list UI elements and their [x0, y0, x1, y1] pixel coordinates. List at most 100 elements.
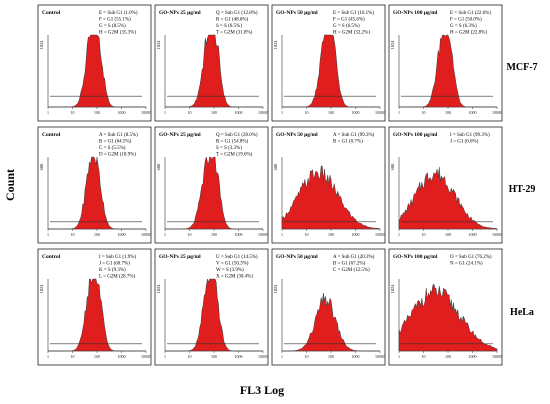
- x-tick-label: 1000: [235, 110, 243, 115]
- x-tick-label: 1: [164, 232, 166, 237]
- y-tick-label: 1024: [390, 40, 395, 50]
- y-axis-label: Count: [3, 169, 17, 201]
- x-tick-label: 100: [211, 110, 217, 115]
- x-tick-label: 10000: [375, 232, 385, 237]
- panel-title: GO-NPs 100 μg/ml: [393, 132, 438, 138]
- legend-entry: E = Sub G1 (1.0%): [99, 11, 138, 16]
- legend-entry: H = G2M (32.2%): [333, 31, 370, 36]
- x-tick-label: 10: [422, 110, 426, 115]
- x-tick-label: 10000: [141, 110, 151, 115]
- y-tick-label: 608: [39, 163, 44, 171]
- y-tick-label: 1024: [156, 284, 161, 294]
- x-tick-label: 100: [445, 232, 451, 237]
- legend-entry: W = S (3.9%): [216, 268, 244, 273]
- x-tick-label: 100: [211, 232, 217, 237]
- y-tick-label: 1024: [39, 284, 44, 294]
- x-tick-label: 10: [71, 354, 75, 359]
- panel-title: Control: [42, 254, 61, 260]
- histogram-area: [399, 34, 497, 108]
- y-tick-label: 1024: [156, 40, 161, 50]
- x-tick-label: 10000: [492, 110, 502, 115]
- histogram-area: [48, 278, 146, 352]
- legend-entry: A = Sub G1 (20.3%): [333, 255, 375, 260]
- legend-entry: T = G2M (31.8%): [216, 31, 253, 36]
- x-tick-label: 1000: [235, 354, 243, 359]
- histogram-area: [48, 156, 146, 230]
- x-tick-label: 1: [398, 354, 400, 359]
- legend-entry: C = S (5.5%): [99, 146, 126, 151]
- legend-entry: I = Sub G1 (1.9%): [99, 255, 136, 260]
- x-tick-label: 1000: [118, 110, 126, 115]
- legend-entry: B = G1 (0.7%): [333, 140, 363, 145]
- panel-title: GO-NPs 100 μg/ml: [393, 10, 438, 16]
- legend-entry: R = G1 (48.6%): [216, 18, 249, 23]
- x-tick-label: 10000: [258, 354, 268, 359]
- histogram-area: [282, 292, 380, 352]
- panel-11: 1024 1 10 100 1000 10000 GO-NPs 50 μg/ml A = Su…: [271, 248, 386, 366]
- x-tick-label: 10000: [492, 232, 502, 237]
- panel-title: GO-NPs 25 μg/ml: [159, 10, 201, 16]
- x-tick-label: 1: [398, 232, 400, 237]
- panel-8: 608 1 10 100 1000 10000 GO-NPs 100 μg/ml I = Su…: [388, 126, 503, 244]
- x-tick-label: 100: [445, 354, 451, 359]
- legend-entry: T = G2M (19.6%): [216, 153, 253, 158]
- x-tick-label: 100: [94, 110, 100, 115]
- panel-1: 1024 1 10 100 1000 10000 Control E = Sub G1 (1.…: [37, 4, 152, 122]
- legend-entry: H = G2M (35.3%): [99, 31, 136, 36]
- x-tick-label: 10: [188, 232, 192, 237]
- x-tick-label: 10: [305, 354, 309, 359]
- panel-5: 608 1 10 100 1000 10000 Control A = Sub G1 (8.5…: [37, 126, 152, 244]
- x-tick-label: 1000: [118, 354, 126, 359]
- x-tick-label: 1000: [118, 232, 126, 237]
- y-tick-label: 1024: [39, 40, 44, 50]
- legend-entry: V = G1 (50.3%): [216, 262, 249, 267]
- panel-grid: 1024 1 10 100 1000 10000 Control E = Sub G1 (1.…: [37, 4, 503, 366]
- legend-entry: E = Sub G1 (22.6%): [450, 11, 491, 16]
- y-tick-label: 1024: [273, 40, 278, 50]
- legend-entry: D = G2M (18.9%): [99, 153, 136, 158]
- x-tick-label: 1000: [352, 232, 360, 237]
- legend-entry: C = G2M (12.5%): [333, 268, 370, 273]
- x-tick-label: 100: [211, 354, 217, 359]
- x-tick-label: 1000: [235, 232, 243, 237]
- histogram-area: [165, 156, 263, 230]
- legend-entry: J = G1 (60.7%): [99, 262, 130, 267]
- histogram-area: [282, 34, 380, 108]
- panel-title: GO-NPs 50 μg/ml: [276, 10, 318, 16]
- y-tick-label: 608: [273, 163, 278, 171]
- legend-entry: S = S (3.3%): [216, 146, 242, 151]
- x-tick-label: 1000: [352, 354, 360, 359]
- x-tick-label: 1: [398, 110, 400, 115]
- panel-6: 608 1 10 100 1000 10000 GO-NPs 25 μg/ml Q = Sub…: [154, 126, 269, 244]
- x-tick-label: 10: [71, 232, 75, 237]
- x-tick-label: 1000: [469, 354, 477, 359]
- legend-entry: G = S (8.5%): [99, 24, 126, 29]
- x-tick-label: 10000: [375, 354, 385, 359]
- legend-entry: E = Sub G1 (16.1%): [333, 11, 374, 16]
- x-tick-label: 10: [188, 354, 192, 359]
- x-tick-label: 1: [47, 110, 49, 115]
- panel-title: Control: [42, 10, 61, 16]
- x-tick-label: 1000: [352, 110, 360, 115]
- legend-entry: O = Sub G1 (76.2%): [450, 255, 492, 260]
- x-tick-label: 1000: [469, 110, 477, 115]
- legend-entry: S = S (6.5%): [216, 24, 242, 29]
- legend-entry: L = G2M (28.7%): [99, 275, 136, 280]
- x-tick-label: 100: [94, 354, 100, 359]
- x-tick-label: 100: [328, 232, 334, 237]
- legend-entry: A = Sub G1 (8.5%): [99, 133, 138, 138]
- x-tick-label: 100: [328, 354, 334, 359]
- x-tick-label: 1: [164, 354, 166, 359]
- row-label-ht29: HT-29: [509, 184, 536, 195]
- x-tick-label: 100: [94, 232, 100, 237]
- panel-title: GO-NPs 25 μg/ml: [159, 132, 201, 138]
- legend-entry: R = G1 (54.8%): [216, 140, 249, 145]
- row-label-hela: HeLa: [510, 307, 534, 318]
- panel-title: Control: [42, 132, 61, 138]
- x-axis-label: FL3 Log: [240, 383, 284, 397]
- y-tick-label: 608: [390, 163, 395, 171]
- x-tick-label: 10: [305, 232, 309, 237]
- x-tick-label: 10: [422, 232, 426, 237]
- x-tick-label: 1: [281, 110, 283, 115]
